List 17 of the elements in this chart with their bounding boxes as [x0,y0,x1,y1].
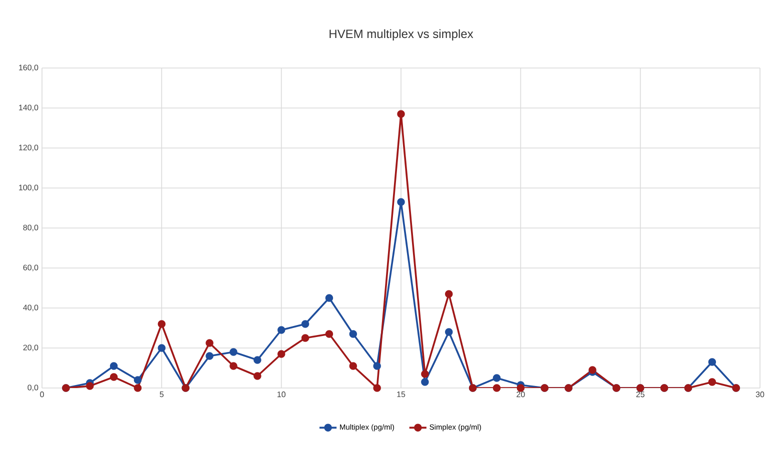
y-tick-label: 20,0 [23,344,38,352]
y-tick-label: 100,0 [19,184,38,192]
x-tick-label: 15 [397,392,406,398]
x-tick-label: 5 [160,392,164,398]
x-tick-label: 30 [756,392,764,398]
y-tick-label: 40,0 [23,304,38,312]
x-tick-label: 25 [636,392,644,398]
y-tick-label: 120,0 [19,144,38,152]
y-tick-label: 160,0 [19,64,38,72]
y-tick-label: 60,0 [23,264,38,272]
y-tick-label: 0,0 [28,384,38,392]
x-tick-label: 0 [40,392,44,398]
y-tick-label: 140,0 [19,104,38,112]
chart-title: HVEM multiplex vs simplex [330,29,474,40]
x-tick-label: 10 [278,392,286,398]
y-tick-label: 80,0 [23,224,38,232]
x-tick-label: 20 [516,392,525,398]
